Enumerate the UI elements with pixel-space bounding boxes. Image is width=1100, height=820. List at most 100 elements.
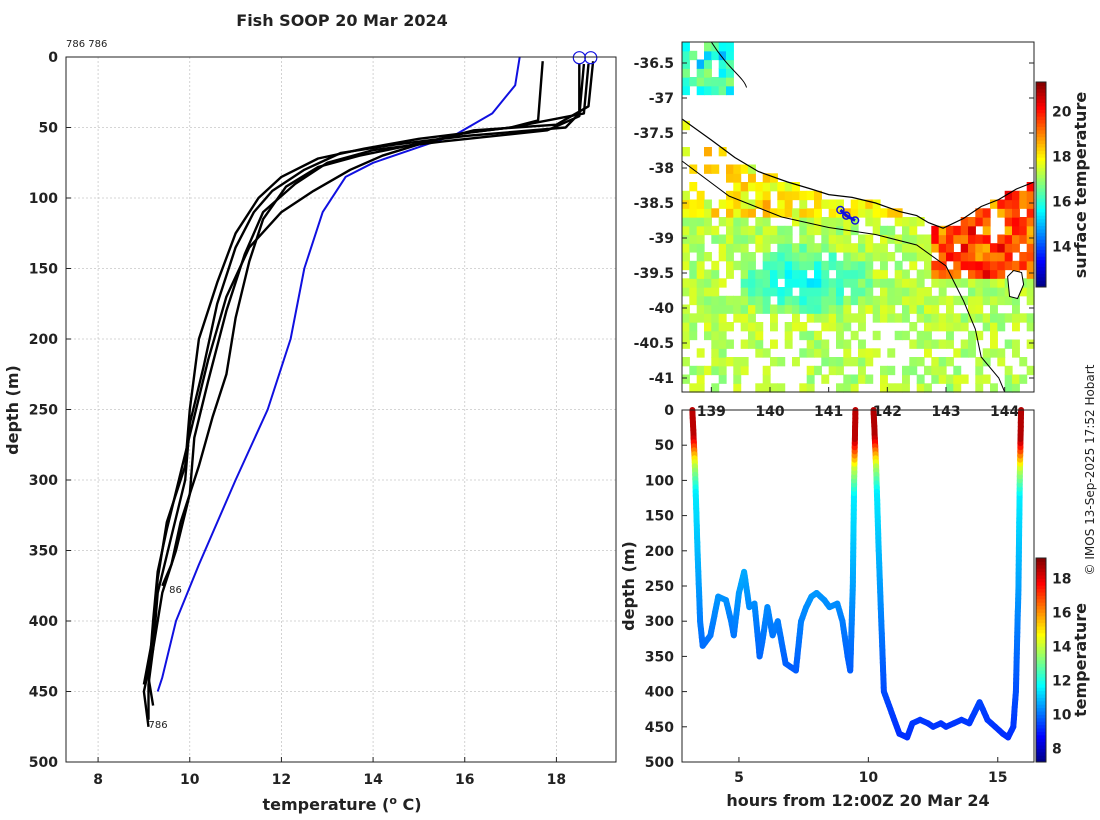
sst-cell xyxy=(821,199,830,209)
sst-cell xyxy=(894,313,903,323)
sst-cell xyxy=(814,278,822,288)
sst-cell xyxy=(909,322,918,332)
lon-tick-label: 139 xyxy=(697,404,726,420)
sst-cell xyxy=(806,304,815,314)
colorbar-segment xyxy=(1036,170,1046,175)
sst-cell xyxy=(718,374,727,384)
lat-tick-label: -39.5 xyxy=(634,266,674,282)
sst-cell xyxy=(960,260,969,271)
sst-cell xyxy=(953,252,962,262)
sst-cell xyxy=(924,287,932,297)
sst-cell xyxy=(836,225,844,236)
track-point xyxy=(842,211,851,220)
sst-cell xyxy=(946,383,954,393)
sst-cell xyxy=(843,339,852,349)
sst-cell xyxy=(931,225,940,236)
sst-cell xyxy=(946,313,954,323)
colorbar-segment xyxy=(1036,666,1046,671)
sst-cell xyxy=(880,269,888,279)
sst-cell xyxy=(990,278,998,288)
sst-cell xyxy=(1004,313,1013,323)
sst-cell xyxy=(1026,287,1035,297)
sst-cell xyxy=(733,243,742,253)
sst-cell xyxy=(1012,374,1020,384)
sst-cell xyxy=(711,269,720,279)
sst-cell xyxy=(880,252,888,262)
sst-cell xyxy=(718,199,727,209)
sst-cell xyxy=(960,295,969,306)
sst-cell xyxy=(799,208,808,218)
colorbar-segment xyxy=(1036,129,1046,134)
sst-cell xyxy=(762,208,771,218)
sst-cell xyxy=(726,225,734,236)
sst-cell xyxy=(1019,225,1028,236)
colorbar-frame xyxy=(1035,81,1047,288)
depth-tick-label: 300 xyxy=(645,614,674,630)
sst-cell xyxy=(726,304,734,314)
sst-cell xyxy=(916,330,925,341)
sst-cell xyxy=(946,374,954,384)
sst-cell xyxy=(997,348,1006,358)
colorbar-segment xyxy=(1036,174,1046,179)
sst-cell xyxy=(733,217,742,227)
sst-cell xyxy=(953,313,962,323)
sst-cell xyxy=(748,269,756,279)
sst-cell xyxy=(806,260,815,271)
sst-cell xyxy=(836,295,844,306)
sst-cell xyxy=(777,295,786,306)
sst-cell xyxy=(682,42,690,52)
sst-cell xyxy=(850,252,859,262)
sst-cell xyxy=(799,322,808,332)
sst-cell xyxy=(821,217,830,227)
sst-cell xyxy=(982,322,991,332)
sst-cell xyxy=(748,252,756,262)
sst-cell xyxy=(836,199,844,209)
sst-cell xyxy=(682,77,690,87)
sst-cell xyxy=(982,225,991,236)
sst-cell xyxy=(814,287,822,297)
sst-cell xyxy=(924,252,932,262)
x-axis-label: temperature (o C) xyxy=(262,794,421,814)
sst-cell xyxy=(1026,217,1035,227)
lat-tick-label: -39 xyxy=(649,231,674,247)
sst-cell xyxy=(865,278,874,288)
sst-cell xyxy=(762,225,771,236)
sst-cell xyxy=(726,50,734,61)
sst-cell xyxy=(1004,374,1013,384)
sst-cell xyxy=(1004,365,1013,376)
colorbar-tick-label: 16 xyxy=(1052,605,1071,621)
sst-cell xyxy=(718,278,727,288)
lon-tick-label: 140 xyxy=(755,404,784,420)
map-colorbar-label: surface temperature xyxy=(1071,92,1090,279)
sst-cell xyxy=(755,217,764,227)
sst-cell xyxy=(836,322,844,332)
sst-cell xyxy=(872,208,881,218)
sst-cell xyxy=(924,339,932,349)
sst-cell xyxy=(792,313,800,323)
sst-cell xyxy=(792,208,800,218)
profile-line-xbt-5 xyxy=(147,61,595,706)
sst-cell xyxy=(865,304,874,314)
sst-cell xyxy=(953,225,962,236)
colorbar-segment xyxy=(1036,721,1046,726)
sst-cell xyxy=(938,234,947,244)
colorbar-segment xyxy=(1036,232,1046,237)
sst-cell xyxy=(1012,260,1020,271)
sst-cell xyxy=(718,234,727,244)
y-tick-label: 300 xyxy=(29,473,58,489)
sst-cell xyxy=(711,278,720,288)
sst-cell xyxy=(946,295,954,306)
sst-cell xyxy=(858,278,866,288)
sst-cell xyxy=(960,322,969,332)
sst-cell xyxy=(682,199,690,209)
sst-cell xyxy=(762,243,771,253)
sst-cell xyxy=(916,383,925,393)
sst-cell xyxy=(762,234,771,244)
sst-cell xyxy=(821,287,830,297)
sst-cell xyxy=(726,269,734,279)
sst-cell xyxy=(689,50,698,61)
sst-cell xyxy=(696,190,705,201)
sst-cell xyxy=(872,252,881,262)
colorbar-tick-label: 18 xyxy=(1052,571,1071,587)
